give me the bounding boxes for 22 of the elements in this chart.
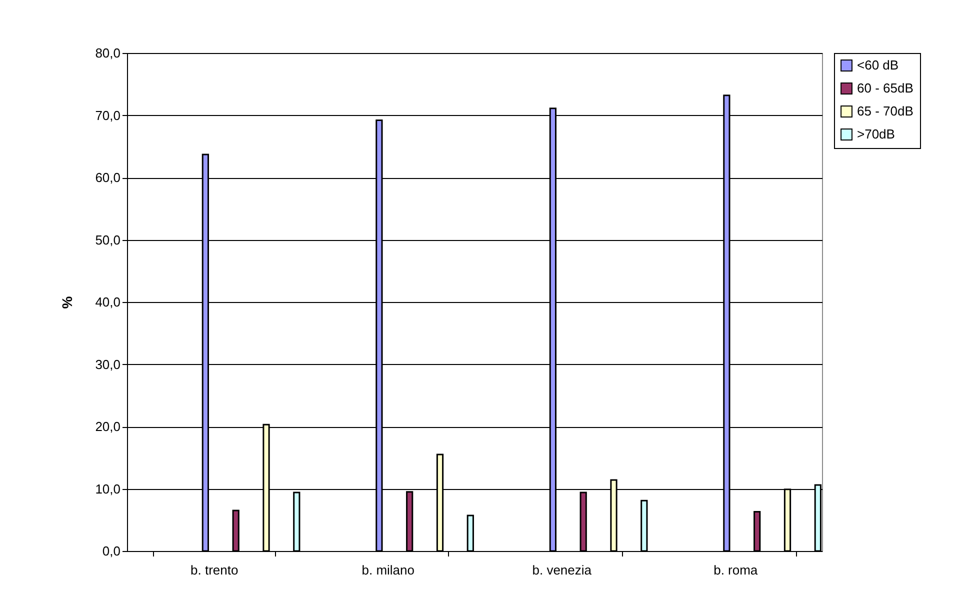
y-tick-label: 60,0	[95, 170, 120, 185]
legend-label: 65 - 70dB	[857, 104, 914, 118]
y-tick-label: 30,0	[95, 356, 120, 372]
y-tick-label: 0,0	[102, 544, 120, 558]
bar	[232, 510, 240, 552]
y-axis-title: %	[59, 296, 76, 309]
y-tick-label: 80,0	[95, 46, 120, 60]
bar	[754, 511, 761, 552]
y-tick-label: 70,0	[95, 108, 120, 123]
y-tick-label: 10,0	[95, 481, 120, 496]
bar	[466, 514, 474, 552]
legend-label: 60 - 65dB	[857, 80, 914, 96]
x-tick-label: b. roma	[714, 562, 758, 578]
y-tick-label: 20,0	[95, 419, 120, 434]
legend-label: <60 dB	[857, 58, 899, 72]
legend-label: >70dB	[857, 126, 895, 142]
x-tick-label: b. trento	[190, 562, 238, 578]
y-tick-label: 50,0	[95, 232, 120, 248]
y-tick-label: 40,0	[95, 294, 120, 310]
x-tick-label: b. milano	[362, 562, 414, 578]
x-tick-label: b. venezia	[532, 562, 592, 578]
bar	[640, 500, 648, 552]
